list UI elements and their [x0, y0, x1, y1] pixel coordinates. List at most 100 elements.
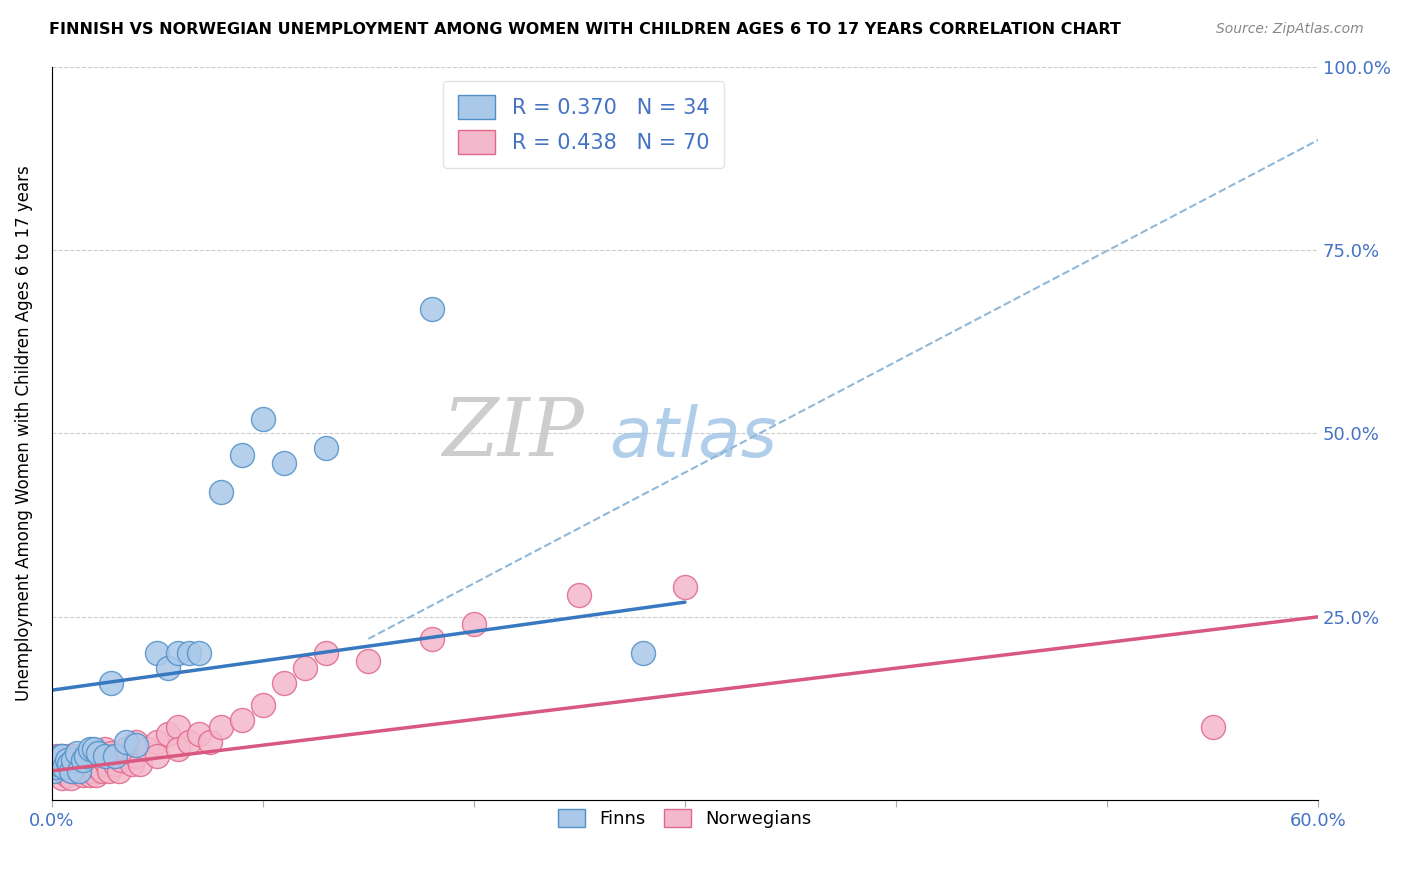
Point [93, 749, 115, 764]
Point [114, 734, 136, 748]
Text: ZIP: ZIP [441, 394, 583, 472]
Point [72, 753, 94, 767]
Point [62, 764, 84, 778]
Point [83, 742, 105, 756]
Point [45, 760, 67, 774]
Point [273, 456, 295, 470]
Point [75, 764, 97, 778]
Point [1201, 720, 1223, 734]
Point [104, 749, 127, 764]
Point [59, 764, 82, 778]
Point [273, 676, 295, 690]
Point [67, 764, 90, 778]
Point [59, 753, 82, 767]
Point [87, 746, 110, 760]
Point [62, 749, 84, 764]
Legend: Finns, Norwegians: Finns, Norwegians [551, 801, 818, 835]
Point [146, 647, 169, 661]
Point [188, 647, 211, 661]
Point [62, 756, 84, 771]
Point [252, 698, 274, 712]
Point [93, 742, 115, 756]
Point [51, 749, 73, 764]
Point [67, 764, 90, 778]
Point [97, 764, 120, 778]
Point [315, 441, 337, 455]
Point [42, 764, 65, 778]
Point [125, 738, 148, 752]
Text: FINNISH VS NORWEGIAN UNEMPLOYMENT AMONG WOMEN WITH CHILDREN AGES 6 TO 17 YEARS C: FINNISH VS NORWEGIAN UNEMPLOYMENT AMONG … [49, 22, 1121, 37]
Point [53, 760, 76, 774]
Point [72, 749, 94, 764]
Point [83, 764, 105, 778]
Point [46, 764, 69, 778]
Point [108, 764, 131, 778]
Point [420, 301, 443, 316]
Point [58, 756, 80, 771]
Point [46, 756, 69, 771]
Text: atlas: atlas [609, 403, 778, 471]
Point [463, 617, 485, 632]
Point [231, 713, 253, 727]
Point [129, 756, 152, 771]
Point [294, 661, 316, 675]
Point [104, 749, 127, 764]
Point [156, 661, 179, 675]
Point [146, 734, 169, 748]
Point [76, 756, 98, 771]
Point [114, 742, 136, 756]
Point [66, 746, 89, 760]
Point [49, 753, 72, 767]
Point [42, 756, 65, 771]
Point [55, 756, 77, 771]
Point [45, 760, 67, 774]
Point [62, 753, 84, 767]
Point [58, 749, 80, 764]
Point [93, 753, 115, 767]
Point [55, 753, 77, 767]
Y-axis label: Unemployment Among Women with Children Ages 6 to 17 years: Unemployment Among Women with Children A… [15, 166, 32, 701]
Point [209, 720, 232, 734]
Point [198, 734, 221, 748]
Text: Source: ZipAtlas.com: Source: ZipAtlas.com [1216, 22, 1364, 37]
Point [167, 647, 190, 661]
Point [87, 760, 110, 774]
Point [631, 647, 654, 661]
Point [75, 749, 97, 764]
Point [51, 749, 73, 764]
Point [70, 753, 93, 767]
Point [231, 449, 253, 463]
Point [135, 742, 157, 756]
Point [156, 727, 179, 741]
Point [83, 756, 105, 771]
Point [100, 746, 122, 760]
Point [177, 647, 200, 661]
Point [315, 647, 337, 661]
Point [114, 749, 136, 764]
Point [357, 654, 380, 668]
Point [91, 764, 114, 778]
Point [125, 749, 148, 764]
Point [420, 632, 443, 646]
Point [55, 767, 77, 781]
Point [167, 742, 190, 756]
Point [53, 764, 76, 778]
Point [58, 760, 80, 774]
Point [209, 485, 232, 500]
Point [45, 749, 67, 764]
Point [146, 749, 169, 764]
Point [53, 753, 76, 767]
Point [252, 411, 274, 425]
Point [673, 581, 696, 595]
Point [96, 756, 118, 771]
Point [87, 749, 110, 764]
Point [72, 767, 94, 781]
Point [167, 720, 190, 734]
Point [104, 756, 127, 771]
Point [84, 767, 107, 781]
Point [51, 771, 73, 785]
Point [125, 734, 148, 748]
Point [66, 760, 89, 774]
Point [80, 749, 103, 764]
Point [59, 771, 82, 785]
